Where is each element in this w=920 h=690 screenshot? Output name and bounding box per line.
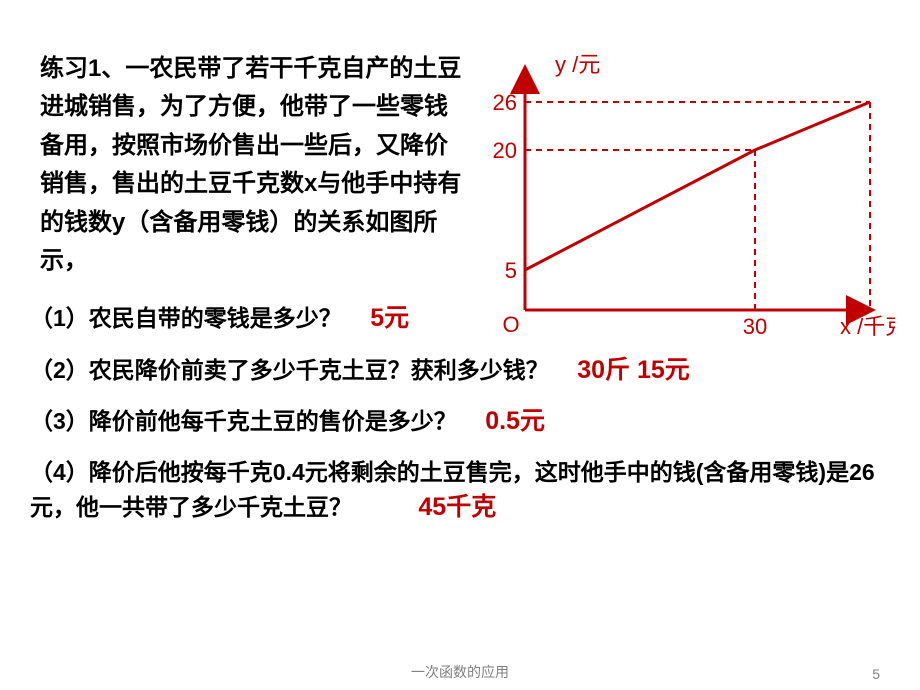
question-3: （3）降价前他每千克土豆的售价是多少？ 0.5元 bbox=[30, 403, 880, 441]
q1-text: （1）农民自带的零钱是多少？ bbox=[30, 305, 342, 331]
q2-text: （2）农民降价前卖了多少千克土豆？获利多少钱？ bbox=[30, 357, 549, 383]
q1-answer: 5元 bbox=[370, 304, 409, 332]
svg-text:O: O bbox=[502, 312, 519, 337]
svg-text:y /元: y /元 bbox=[555, 52, 600, 77]
svg-text:30: 30 bbox=[743, 314, 767, 339]
svg-text:x /千克: x /千克 bbox=[840, 314, 895, 339]
svg-text:5: 5 bbox=[505, 258, 517, 283]
problem-text: 练习1、一农民带了若干千克自产的土豆进城销售，为了方便，他带了一些零钱备用，按照… bbox=[40, 50, 470, 280]
footer-text: 一次函数的应用 bbox=[0, 662, 920, 682]
q3-answer: 0.5元 bbox=[485, 407, 545, 435]
page-number: 5 bbox=[872, 666, 880, 682]
chart: 5 20 26 30 Oy /元 x /千克 bbox=[475, 50, 895, 340]
q4-answer: 45千克 bbox=[418, 493, 496, 521]
q2-answer: 30斤 15元 bbox=[577, 356, 690, 384]
question-4: （4）降价后他按每千克0.4元将剩余的土豆售完，这时他手中的钱(含备用零钱)是2… bbox=[30, 455, 880, 527]
svg-text:26: 26 bbox=[493, 90, 517, 115]
question-2: （2）农民降价前卖了多少千克土豆？获利多少钱？ 30斤 15元 bbox=[30, 352, 880, 390]
svg-text:20: 20 bbox=[493, 138, 517, 163]
q3-text: （3）降价前他每千克土豆的售价是多少？ bbox=[30, 408, 457, 434]
